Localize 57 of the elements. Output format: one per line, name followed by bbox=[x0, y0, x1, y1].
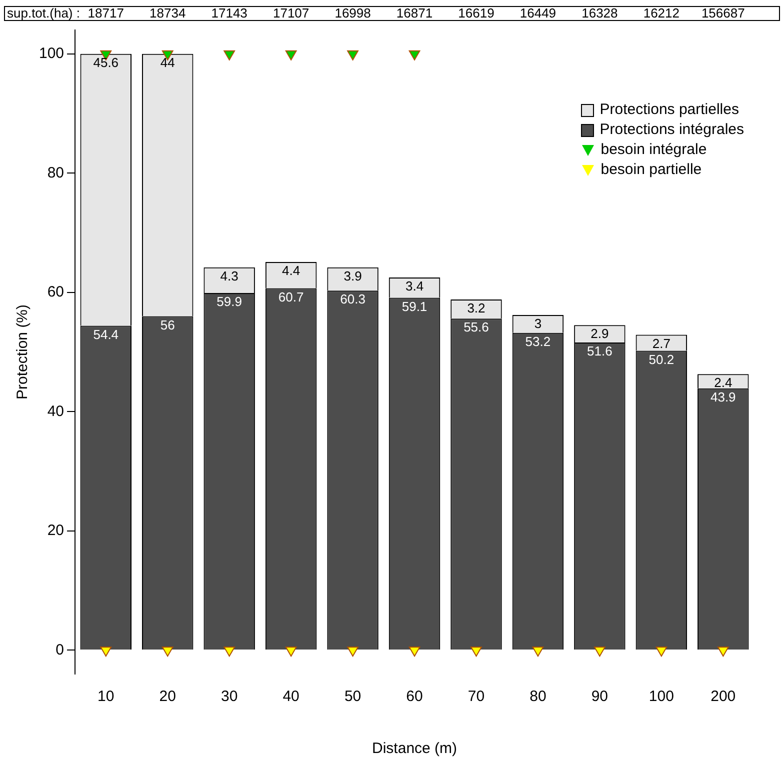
y-tick-label: 100 bbox=[38, 44, 64, 62]
y-tick-label: 40 bbox=[47, 402, 64, 420]
x-tick-label: 70 bbox=[468, 688, 485, 706]
data-label: 55.6 bbox=[464, 320, 489, 335]
text: 16449 bbox=[520, 6, 556, 21]
text: 16212 bbox=[643, 6, 680, 21]
y-tick-label: 20 bbox=[47, 522, 64, 540]
text: 16998 bbox=[334, 6, 371, 21]
text: 17107 bbox=[272, 6, 310, 21]
x-tick-label: 30 bbox=[220, 688, 238, 706]
data-label: 2.9 bbox=[590, 326, 609, 342]
text: 16871 bbox=[396, 6, 433, 21]
x-tick-label: 90 bbox=[591, 688, 608, 706]
text: 16328 bbox=[582, 6, 618, 21]
data-label: 60.7 bbox=[278, 289, 304, 304]
text: 17143 bbox=[211, 6, 248, 21]
data-label: 44 bbox=[160, 54, 175, 70]
x-tick-label: 80 bbox=[530, 688, 546, 706]
data-label: 3.4 bbox=[405, 278, 424, 294]
legend-label: Protections partielles bbox=[600, 100, 739, 120]
data-label: 3.9 bbox=[344, 268, 362, 284]
data-label: 43.9 bbox=[710, 389, 736, 404]
data-label: 4.3 bbox=[220, 268, 238, 284]
data-label: 59.9 bbox=[216, 294, 242, 310]
data-label: 2.7 bbox=[652, 336, 670, 351]
x-tick-label: 200 bbox=[710, 688, 736, 706]
x-tick-label: 40 bbox=[282, 688, 300, 706]
data-label: 2.4 bbox=[714, 375, 732, 390]
data-label: 60.3 bbox=[340, 292, 366, 307]
x-tick-label: 50 bbox=[344, 688, 362, 706]
text: sup.tot.(ha) : bbox=[7, 6, 80, 21]
x-tick-label: 10 bbox=[98, 688, 114, 706]
data-label: 59.1 bbox=[402, 298, 428, 314]
y-tick-label: 60 bbox=[47, 284, 64, 301]
data-label: 45.6 bbox=[93, 54, 119, 70]
data-label: 53.2 bbox=[525, 334, 551, 349]
x-axis-title: Distance (m) bbox=[372, 740, 458, 758]
y-tick-label: 0 bbox=[56, 641, 64, 658]
data-label: 51.6 bbox=[587, 344, 612, 359]
data-label: 3 bbox=[534, 316, 542, 332]
data-label: 4.4 bbox=[282, 263, 300, 278]
data-label: 50.2 bbox=[648, 352, 674, 367]
x-tick-label: 100 bbox=[648, 688, 674, 706]
text: 156687 bbox=[701, 6, 745, 21]
x-tick-label: 60 bbox=[406, 688, 423, 706]
y-tick-label: 80 bbox=[47, 164, 64, 182]
data-label: 56 bbox=[160, 317, 175, 332]
legend-label: Protections intégrales bbox=[600, 120, 744, 140]
text: 18734 bbox=[150, 6, 186, 21]
text: 18717 bbox=[88, 6, 124, 21]
data-label: 54.4 bbox=[93, 326, 119, 342]
y-axis-title: Protection (%) bbox=[14, 304, 32, 400]
data-label: 3.2 bbox=[467, 300, 486, 316]
text: 16619 bbox=[458, 6, 494, 21]
x-tick-label: 20 bbox=[159, 688, 176, 706]
legend-label: besoin intégrale bbox=[600, 140, 707, 160]
legend-label: besoin partielle bbox=[600, 160, 702, 180]
